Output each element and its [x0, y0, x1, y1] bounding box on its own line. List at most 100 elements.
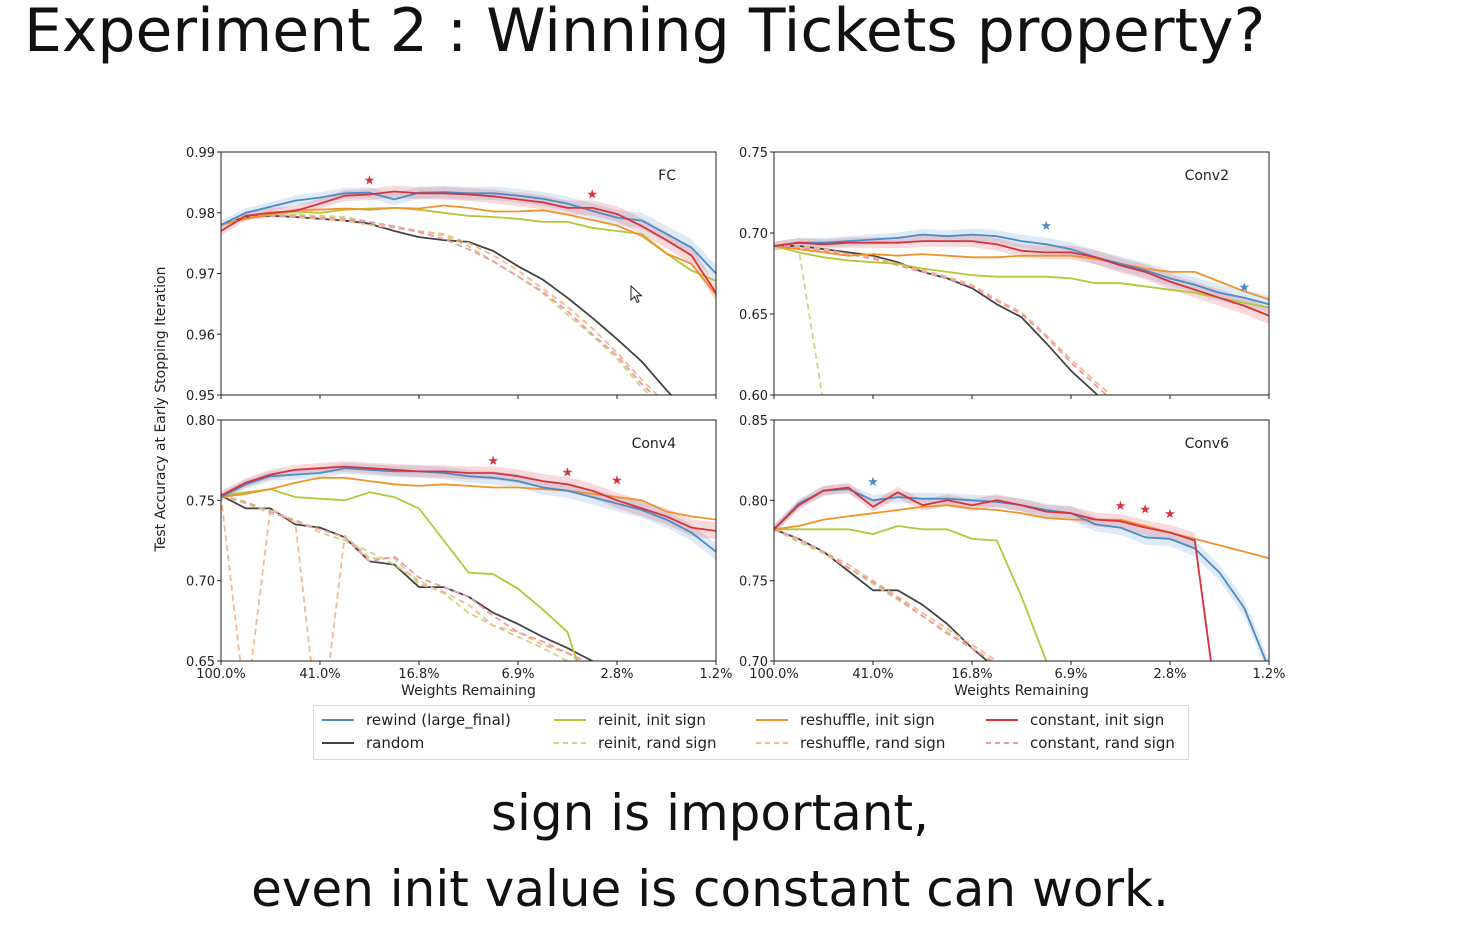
series-line-rewind-large-final: [221, 191, 716, 275]
series-line-random: [774, 528, 989, 661]
legend-item-constant-rand-sign: constant, rand sign: [984, 732, 1175, 754]
x-tick-label: 100.0%: [196, 667, 246, 682]
series-line-reshuffle-rand-sign: [221, 495, 582, 661]
legend-swatch: [554, 742, 586, 744]
series-line-random: [774, 245, 1099, 395]
legend-swatch: [554, 719, 586, 721]
x-tick-label: 2.8%: [600, 667, 633, 682]
series-line-reshuffle-init-sign: [221, 204, 716, 296]
series-line-constant-init-sign: [774, 486, 1212, 661]
x-tick-label: 100.0%: [749, 667, 799, 682]
y-tick-label: 0.97: [186, 268, 215, 283]
series-line-reshuffle-rand-sign: [221, 214, 659, 395]
mouse-cursor-icon: [630, 285, 643, 304]
panel-conv6: ★ ★ ★ ★ Conv6 0.70 0.75 0.80 0.85 100.0% 41.0% 16.8…: [739, 414, 1285, 699]
legend-item-reshuffle-rand-sign: reshuffle, rand sign: [754, 732, 945, 754]
series-line-reinit-init-sign: [221, 488, 578, 661]
plot-area: ★ ★ ★: [221, 454, 716, 661]
legend-label: reshuffle, rand sign: [800, 734, 946, 752]
series-line-reshuffle-init-sign: [221, 476, 716, 521]
legend-item-reinit-init-sign: reinit, init sign: [552, 709, 706, 731]
legend-swatch: [756, 742, 788, 744]
y-tick-label: 0.95: [186, 389, 215, 404]
y-tick-label: 0.80: [186, 414, 215, 429]
x-tick-label: 1.2%: [1252, 667, 1285, 682]
caption-line-1: sign is important,: [490, 784, 929, 842]
panel-fc: ★★FC0.950.960.970.980.99: [186, 146, 717, 404]
axes-frame: [220, 419, 717, 662]
plot-area: ★★: [774, 219, 1269, 395]
legend-label: reinit, init sign: [598, 711, 706, 729]
significance-star-icon: ★: [487, 454, 499, 469]
legend-label: constant, rand sign: [1030, 734, 1175, 752]
x-tick-label: 16.8%: [398, 667, 439, 682]
legend-item-random: random: [320, 732, 424, 754]
y-tick-label: 0.80: [739, 494, 768, 509]
legend-label: constant, init sign: [1030, 711, 1165, 729]
x-tick-label: 2.8%: [1153, 667, 1186, 682]
band-rewind-large-final: [221, 185, 716, 283]
legend-swatch: [986, 719, 1018, 721]
significance-star-icon: ★: [1238, 280, 1250, 295]
series-line-reinit-init-sign: [774, 245, 1269, 309]
legend-swatch: [756, 719, 788, 721]
y-tick-label: 0.65: [186, 655, 215, 670]
axes-frame: [773, 419, 1270, 662]
significance-star-icon: ★: [364, 173, 376, 188]
series-line-random: [221, 494, 595, 661]
series-line-rewind-large-final: [774, 233, 1269, 306]
panel-title: FC: [658, 168, 676, 184]
legend-swatch: [322, 719, 354, 721]
significance-star-icon: ★: [586, 187, 598, 202]
legend-item-constant-init-sign: constant, init sign: [984, 709, 1164, 731]
series-line-reinit-init-sign: [774, 525, 1048, 661]
legend-swatch: [986, 742, 1018, 744]
significance-star-icon: ★: [562, 465, 574, 480]
legend-item-reshuffle-init-sign: reshuffle, init sign: [754, 709, 935, 731]
series-line-rewind-large-final: [221, 467, 716, 553]
plot-area: ★ ★ ★ ★: [774, 475, 1269, 661]
series-line-constant-rand-sign: [221, 214, 655, 395]
series-line-reinit-rand-sign: [221, 213, 652, 395]
x-tick-label: 1.2%: [699, 667, 732, 682]
series-line-random: [221, 214, 673, 395]
panel-title: Conv2: [1185, 168, 1229, 184]
caption-line-2: even init value is constant can work.: [251, 860, 1169, 918]
significance-star-icon: ★: [1164, 507, 1176, 522]
legend-label: random: [366, 734, 425, 752]
y-tick-label: 0.70: [739, 227, 768, 242]
y-tick-label: 0.99: [186, 146, 215, 161]
y-tick-label: 0.98: [186, 207, 215, 222]
significance-star-icon: ★: [611, 473, 623, 488]
legend-swatch: [322, 742, 354, 744]
series-line-reinit-rand-sign: [774, 245, 824, 395]
series-line-reshuffle-rand-sign: [774, 528, 999, 661]
series-line-reinit-rand-sign: [221, 494, 570, 661]
panel-conv4: ★ ★ ★ Conv4 0.65 0.70 0.75 0.80 100.0% 41.0% 16.8%…: [186, 414, 732, 699]
series-line-reshuffle-init-sign: [774, 504, 1269, 560]
y-tick-label: 0.96: [186, 328, 215, 343]
series-line-constant-rand-sign: [774, 528, 994, 661]
x-tick-label: 41.0%: [299, 667, 340, 682]
x-tick-label: 16.8%: [951, 667, 992, 682]
legend-item-reinit-rand-sign: reinit, rand sign: [552, 732, 717, 754]
legend-item-rewind-large-final: rewind (large_final): [320, 709, 511, 731]
significance-star-icon: ★: [1139, 502, 1151, 517]
axes-frame: [773, 151, 1270, 396]
x-axis-label: Weights Remaining: [954, 683, 1089, 699]
series-line-constant-init-sign: [774, 240, 1269, 317]
significance-star-icon: ★: [1115, 499, 1127, 514]
y-tick-label: 0.65: [739, 308, 768, 323]
series-line-constant-init-sign: [221, 190, 716, 294]
legend: rewind (large_final)random reinit, init s…: [313, 705, 1189, 760]
x-tick-label: 6.9%: [501, 667, 534, 682]
y-tick-label: 0.75: [186, 494, 215, 509]
y-tick-label: 0.75: [739, 146, 768, 161]
series-line-reshuffle-init-sign: [774, 245, 1269, 301]
significance-star-icon: ★: [867, 475, 879, 490]
legend-label: reshuffle, init sign: [800, 711, 935, 729]
plot-area: ★★: [221, 173, 716, 395]
y-tick-label: 0.70: [739, 655, 768, 670]
